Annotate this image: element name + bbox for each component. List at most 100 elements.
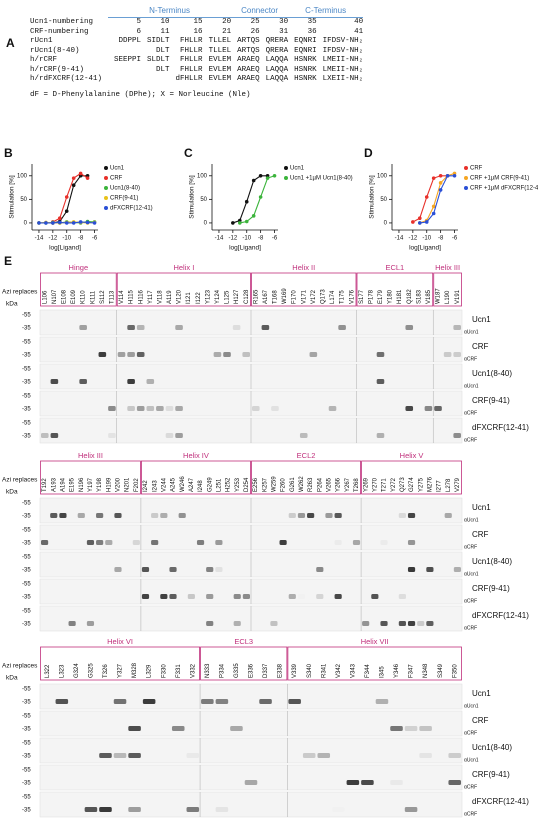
band [99,807,112,812]
table-row: h/rdFXCRF(12-41) dFHLLR EVLEM ARAEQ LAQQA HSN… [30,75,363,85]
antibody-label: αUcn1 [464,383,479,389]
sequence-cell: 21 [222,27,232,36]
residue-label: F350 [452,664,458,678]
residue-label: S340 [307,663,313,678]
band [375,699,389,704]
data-point [258,195,263,199]
band [424,406,433,411]
band [108,433,116,438]
group-name: Hinge [69,263,89,272]
kda-tick: -55 [22,367,31,373]
band [233,594,241,599]
row-label: Ucn1-numbering [30,17,94,26]
band [332,807,345,812]
residue-label: G274 [409,477,415,492]
legend-marker [464,166,468,170]
group-name: ECL2 [297,451,316,460]
data-point [64,209,69,213]
panel-letter: D [364,146,373,160]
data-point [64,195,69,199]
band [288,594,296,599]
sequence-cell: 15 [193,18,203,26]
y-tick-label: 0 [384,221,388,227]
sequence-cell: FHLLR [180,56,203,64]
band [169,567,177,572]
sequence-cell: FHLLR [180,65,203,74]
row-label: h/rCRF(9-41) [30,65,85,74]
band [113,753,127,758]
panel-letter: C [184,146,193,160]
kda-tick: -55 [22,421,31,427]
band [261,325,270,330]
residue-label: E109 [71,289,77,304]
residue-label: T268 [354,478,360,492]
residue-label: W259 [272,476,278,492]
band [141,567,150,572]
residue-label: H252 [226,477,232,492]
y-axis-label: Stimulation [%] [9,175,16,219]
sequence-cell: SEEPPI [114,56,142,64]
group-box [356,272,434,307]
data-point [231,221,235,225]
data-point [244,199,249,204]
data-point [272,173,277,178]
band [404,726,418,731]
kda-label: kDa [6,675,18,682]
band [302,753,316,758]
sequence-cell: 30 [279,18,289,26]
group-name: Helix IV [183,451,209,460]
curve [419,175,455,224]
curve [52,175,88,224]
antibody-label: αCRF [464,784,477,790]
residue-label: D254 [244,477,250,492]
residue-label: Y266 [336,477,342,492]
residue-label: F344 [365,664,371,678]
residue-label: S183 [416,289,422,304]
band [186,807,200,812]
kda-label: kDa [6,301,18,308]
residue-label: N201 [125,477,131,492]
band [98,352,107,357]
band [417,621,425,626]
x-tick-label: -12 [49,236,58,242]
kda-tick: -35 [22,380,31,386]
y-tick-label: 50 [380,197,387,203]
ligand-label: Ucn1(8-40) [472,369,512,378]
residue-label: W262 [299,476,305,492]
sequence-cell: 26 [250,27,260,36]
legend-label: Ucn1 [110,166,125,172]
data-point [431,176,436,180]
kda-tick: -35 [22,781,31,787]
band [114,567,122,572]
residue-label: K110 [81,290,87,304]
legend-label: Ucn1 +1µM Ucn1(8-40) [290,176,353,182]
residue-label: F170 [292,290,298,304]
band [127,352,135,357]
data-point [37,221,41,225]
x-tick-label: -6 [452,236,458,242]
band [376,379,385,384]
group-box [40,272,117,307]
residue-label: Y124 [215,289,221,304]
residue-label: T175 [340,290,346,304]
residue-label: Q173 [321,289,327,304]
band [213,352,222,357]
antibody-label: αUcn1 [464,517,479,523]
band [215,699,229,704]
residue-label: F330 [161,664,167,678]
ligand-label: dFXCRF(12-41) [472,423,529,432]
sequence-cell: 5 [136,18,142,26]
data-point [417,221,422,225]
residue-label: L329 [147,664,153,678]
residue-label: F347 [409,664,415,678]
sequence-cell: dFHLLR [175,75,203,83]
residue-label: N333 [205,663,211,678]
residue-label: H115 [129,289,135,304]
kda-tick: -55 [22,768,31,774]
data-point [78,171,83,176]
residue-label: P264 [317,477,323,492]
legend-marker [464,186,468,190]
band [380,621,388,626]
residue-label: H181 [397,289,403,304]
